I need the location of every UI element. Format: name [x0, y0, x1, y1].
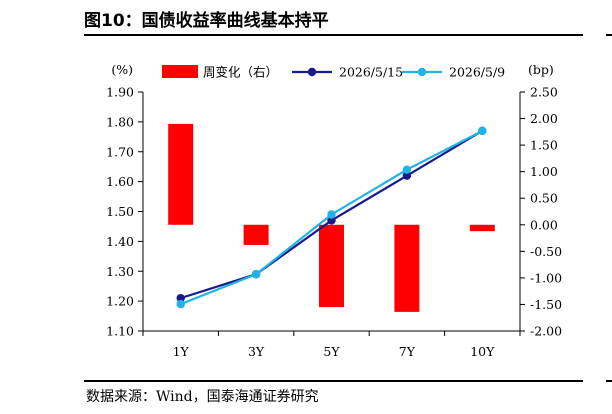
x-axis-category-label: 10Y — [470, 344, 495, 359]
right-axis-tick-label: 0.50 — [530, 191, 558, 206]
right-axis-tick-label: -0.50 — [530, 244, 562, 259]
right-axis-tick-label: 2.50 — [530, 85, 558, 100]
left-axis-tick-label: 1.10 — [106, 324, 134, 339]
left-axis-tick-label: 1.30 — [106, 264, 134, 279]
bar-weekly-change — [168, 123, 194, 225]
x-axis-category-label: 3Y — [248, 344, 265, 359]
right-axis-tick-label: -2.00 — [530, 324, 562, 339]
left-axis-unit: (%) — [111, 62, 133, 77]
right-axis-unit: (bp) — [528, 62, 554, 77]
right-axis-tick-label: -1.00 — [530, 270, 562, 285]
legend-swatch-bar — [162, 65, 198, 78]
title-rule — [84, 34, 583, 36]
right-axis-tick-label: 0.00 — [530, 217, 558, 232]
legend-label-line: 2026/5/9 — [449, 65, 505, 80]
point-2026-5-15 — [176, 293, 185, 303]
edge-mark-top — [606, 34, 612, 36]
point-2026-5-9 — [251, 270, 261, 279]
legend-label-bar: 周变化（右） — [203, 65, 278, 80]
left-axis-tick-label: 1.70 — [106, 144, 134, 159]
point-2026-5-9 — [402, 165, 412, 174]
right-axis: -2.00 -1.50 -1.00 -0.50 0.00 0.50 1.00 1.50 2.00… — [520, 85, 562, 339]
bar-weekly-change — [469, 224, 495, 232]
right-axis-tick-label: 2.00 — [530, 111, 558, 126]
right-axis-tick-label: 1.00 — [530, 164, 558, 179]
left-axis-tick-label: 1.50 — [106, 204, 134, 219]
x-axis-category-label: 7Y — [399, 344, 416, 359]
bar-weekly-change — [394, 224, 420, 312]
edge-mark-bottom — [606, 380, 612, 382]
left-axis-tick-label: 1.40 — [106, 234, 134, 249]
point-2026-5-9 — [478, 126, 487, 136]
legend-swatch-marker — [307, 67, 317, 77]
point-2026-5-15 — [327, 216, 336, 225]
point-2026-5-9 — [327, 210, 336, 219]
legend: 周变化（右） 2026/5/15 2026/5/9 — [162, 65, 505, 80]
bar-series — [168, 123, 495, 312]
point-2026-5-9 — [176, 299, 185, 309]
right-axis-tick-label: -1.50 — [530, 297, 562, 312]
left-axis-tick-label: 1.20 — [106, 294, 134, 309]
source-rule — [84, 380, 583, 382]
left-axis-tick-label: 1.90 — [106, 85, 134, 100]
x-axis-category-label: 5Y — [323, 344, 340, 359]
x-axis-category-label: 1Y — [173, 344, 190, 359]
left-axis-tick-label: 1.80 — [106, 114, 134, 129]
figure-title: 图10：国债收益率曲线基本持平 — [84, 11, 329, 31]
x-axis: 1Y 3Y 5Y 7Y 10Y — [142, 331, 521, 359]
right-axis-tick-label: 1.50 — [530, 138, 558, 153]
left-axis: 1.10 1.20 1.30 1.40 1.50 1.60 1.70 1.80 1.90 — [106, 85, 143, 339]
legend-label-line: 2026/5/15 — [339, 65, 403, 80]
left-axis-tick-label: 1.60 — [106, 174, 134, 189]
point-2026-5-15 — [402, 171, 412, 180]
line-series — [176, 126, 487, 309]
data-source-note: 数据来源：Wind，国泰海通证券研究 — [86, 389, 319, 405]
legend-swatch-marker — [417, 67, 427, 77]
bar-weekly-change — [319, 224, 344, 308]
bar-weekly-change — [243, 224, 269, 245]
